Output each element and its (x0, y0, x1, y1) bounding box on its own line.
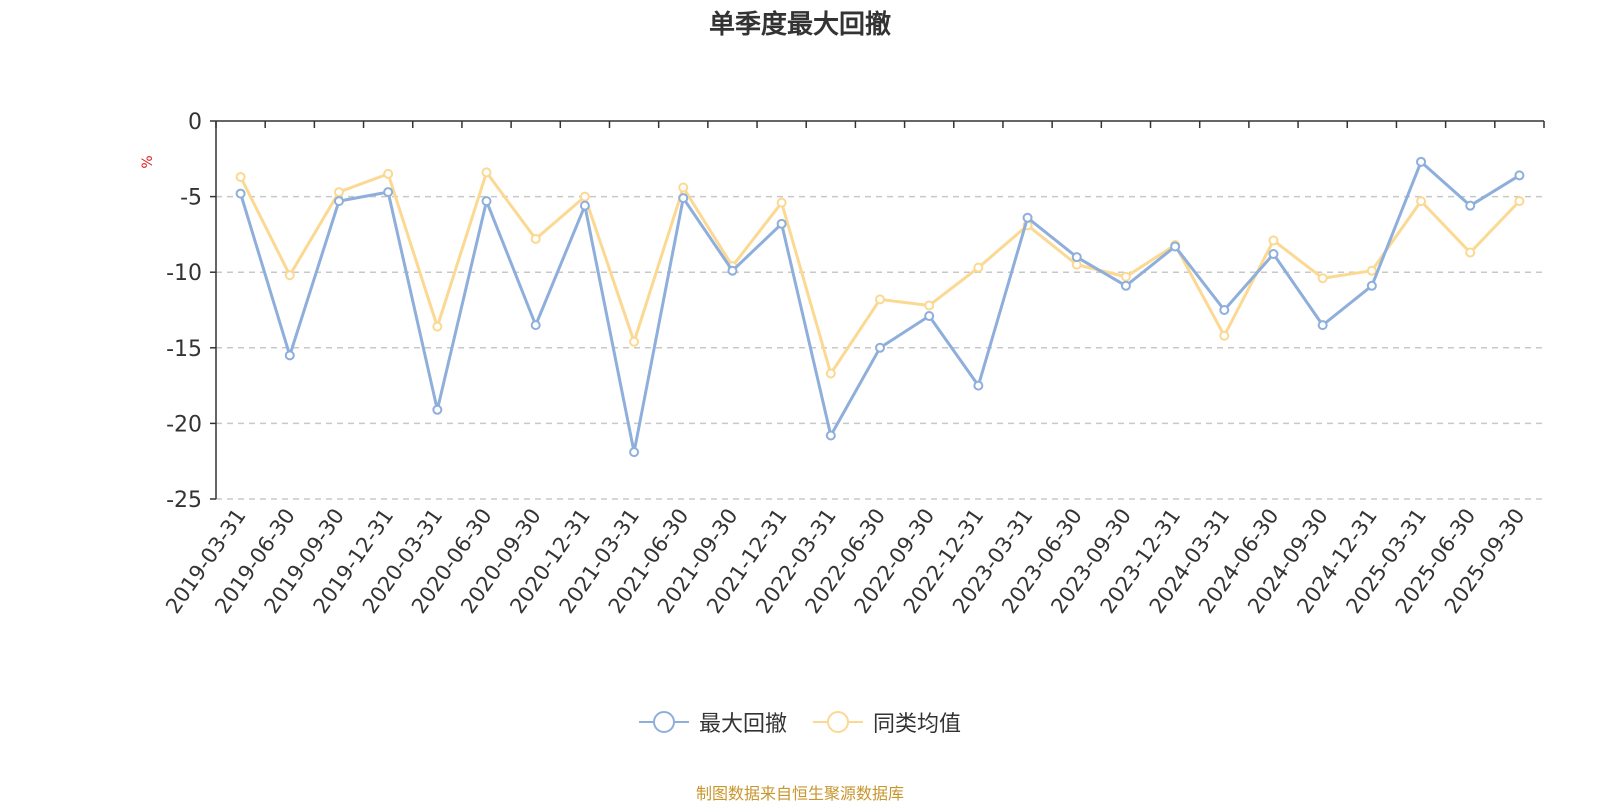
data-point (530, 233, 541, 244)
data-point (825, 368, 836, 379)
data-point (1317, 320, 1328, 331)
legend-label-max-drawdown: 最大回撤 (698, 712, 787, 737)
data-point (481, 196, 492, 207)
data-point (530, 320, 541, 331)
data-point (924, 311, 935, 322)
data-point (1317, 273, 1328, 284)
y-axis-label: % (140, 155, 156, 168)
data-point (1514, 196, 1525, 207)
data-point (875, 294, 885, 305)
y-tick-label: -15 (166, 337, 202, 362)
y-tick-label: 0 (188, 110, 202, 135)
data-point (1022, 212, 1033, 223)
data-point (1366, 280, 1377, 291)
series-layer (235, 156, 1525, 458)
data-point (284, 350, 295, 361)
legend-label-peer-average: 同类均值 (873, 712, 962, 737)
data-point (1416, 156, 1427, 167)
data-point (1219, 305, 1230, 315)
data-point (629, 447, 640, 458)
data-point (1268, 235, 1279, 246)
y-tick-label: -10 (166, 261, 202, 286)
data-point (333, 187, 344, 198)
data-point (1268, 249, 1279, 260)
legend-item-peer-average[interactable]: 同类均值 (813, 706, 961, 738)
grid-lines (216, 195, 1544, 500)
data-point (678, 193, 689, 204)
data-point (579, 191, 590, 202)
source-note: 制图数据来自恒生聚源数据库 (695, 784, 904, 803)
y-tick-label: -20 (166, 412, 202, 437)
data-point (825, 430, 836, 441)
data-point (875, 342, 885, 353)
data-point (776, 197, 787, 208)
data-point (1170, 241, 1181, 252)
data-point (1465, 200, 1476, 211)
data-point (579, 200, 590, 211)
data-point (776, 218, 787, 229)
data-point (1416, 196, 1427, 207)
data-point (629, 336, 640, 347)
data-point (727, 265, 738, 276)
data-point (432, 404, 443, 415)
legend-item-max-drawdown[interactable]: 最大回撤 (638, 706, 787, 738)
data-point (1120, 280, 1131, 291)
legend-line-circle-icon (638, 711, 689, 733)
axes (215, 120, 1544, 499)
data-point (973, 262, 984, 273)
data-point (1366, 265, 1377, 276)
data-point (1071, 252, 1082, 263)
legend: 最大回撤 同类均值 (0, 706, 1600, 738)
line-chart: % 0-5-10-15-20-25 2019-03-312019-06-3020… (140, 110, 1545, 618)
data-point (973, 380, 984, 391)
data-point (383, 168, 394, 179)
data-point (481, 167, 492, 178)
data-point (333, 196, 344, 207)
data-point (1120, 271, 1131, 282)
chart-title: 单季度最大回撤 (708, 10, 891, 40)
data-point (1465, 247, 1476, 258)
data-point (432, 321, 443, 332)
data-point (235, 171, 246, 182)
data-point (924, 300, 935, 311)
data-point (1514, 170, 1525, 181)
legend-line-circle-icon (813, 711, 863, 733)
data-point (678, 182, 689, 193)
data-point (284, 270, 295, 281)
y-axis-ticks: 0 -5 -10 -15 -20 -25 (166, 110, 216, 513)
data-point (235, 188, 246, 199)
y-tick-label: -5 (180, 186, 202, 211)
y-tick-label: -25 (166, 488, 202, 513)
data-point (1219, 330, 1230, 341)
data-point (383, 187, 394, 198)
